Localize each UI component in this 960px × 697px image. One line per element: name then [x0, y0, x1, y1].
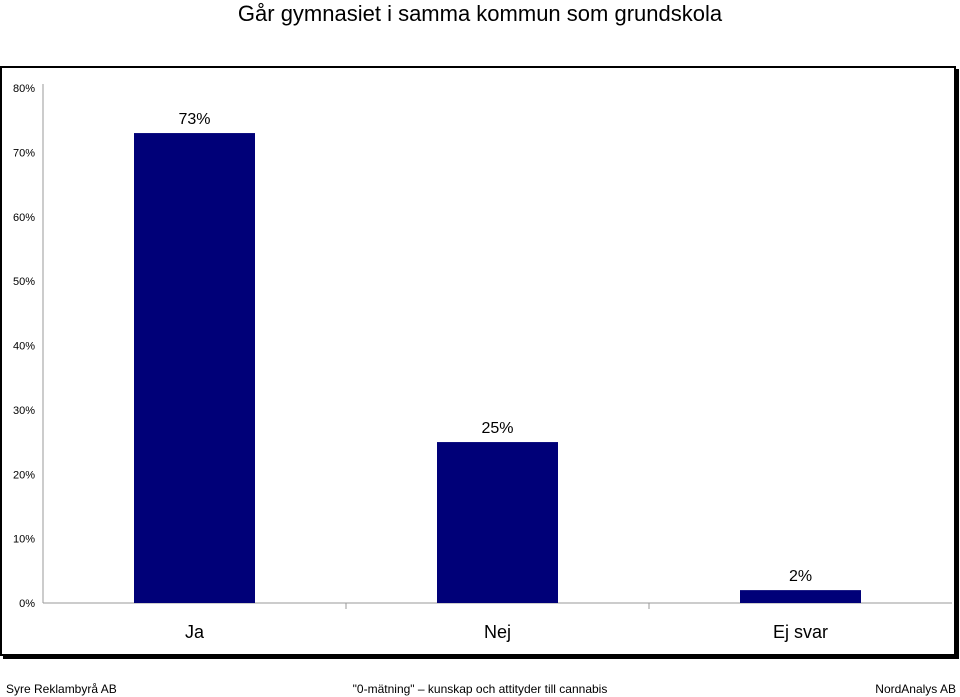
data-label: 73% — [178, 111, 210, 128]
category-label: Nej — [484, 622, 511, 642]
y-tick-label: 50% — [13, 276, 35, 288]
bar — [740, 590, 861, 603]
y-axis-ticks: 0% 10% 20% 30% 40% 50% 60% 70% 80% — [13, 83, 35, 610]
y-tick-label: 40% — [13, 341, 35, 353]
y-tick-label: 60% — [13, 212, 35, 224]
category-labels: Ja Nej Ej svar — [185, 622, 828, 642]
y-tick-label: 0% — [19, 598, 35, 610]
footer-study-title: "0-mätning" – kunskap och attityder till… — [352, 682, 608, 696]
chart-title: Går gymnasiet i samma kommun som grundsk… — [237, 1, 723, 26]
y-tick-label: 80% — [13, 83, 35, 95]
bar — [134, 133, 255, 603]
footer-agency: Syre Reklambyrå AB — [6, 682, 117, 696]
category-label: Ja — [185, 622, 205, 642]
y-tick-label: 20% — [13, 469, 35, 481]
y-tick-label: 70% — [13, 147, 35, 159]
data-labels: 73% 25% 2% — [178, 111, 812, 585]
data-label: 25% — [481, 420, 513, 437]
y-tick-label: 30% — [13, 405, 35, 417]
bar — [437, 442, 558, 603]
y-tick-label: 10% — [13, 534, 35, 546]
data-label: 2% — [789, 568, 812, 585]
footer-company: NordAnalys AB — [875, 682, 956, 696]
category-label: Ej svar — [773, 622, 828, 642]
bars — [134, 133, 861, 603]
